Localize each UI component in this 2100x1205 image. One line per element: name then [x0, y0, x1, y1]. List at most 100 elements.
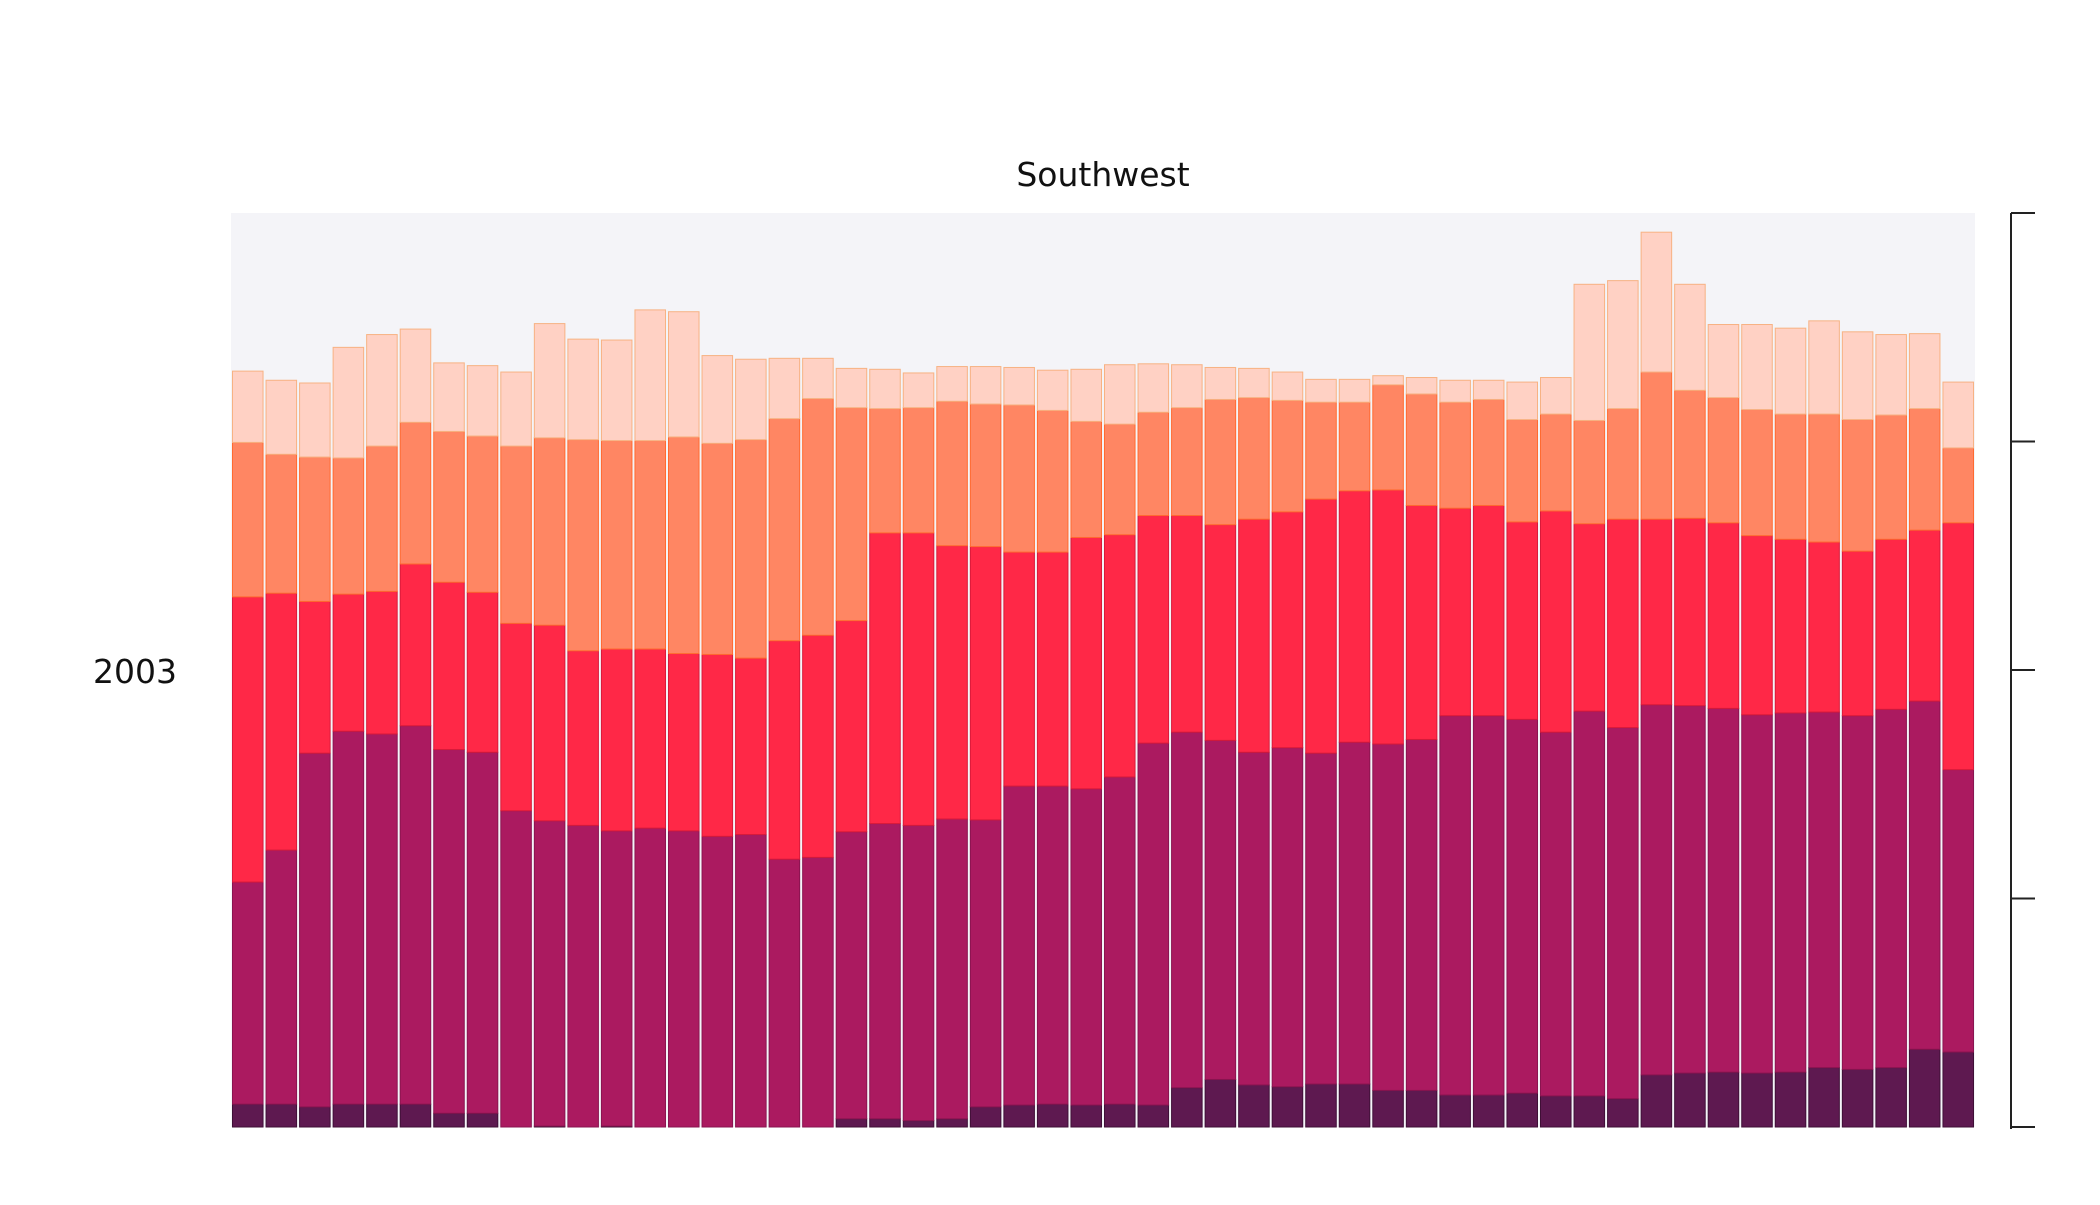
- bar-segment-43-layer-2: [1640, 704, 1673, 1076]
- bar-segment-31-layer-1: [1238, 1084, 1270, 1128]
- bar-segment-25-layer-5: [1036, 369, 1069, 411]
- bar-segment-3-layer-3: [299, 600, 331, 754]
- bar-segment-20-layer-5: [869, 368, 901, 410]
- bar-segment-32-layer-4: [1271, 399, 1304, 513]
- bar-segment-15-layer-2: [701, 835, 734, 1128]
- bar-segment-51-layer-2: [1908, 700, 1941, 1050]
- bar-segment-13-layer-2: [634, 827, 667, 1128]
- bar-segment-14-layer-5: [668, 311, 700, 438]
- bar-segment-27-layer-4: [1104, 423, 1136, 536]
- bar-segment-34-layer-5: [1338, 378, 1371, 403]
- bar-segment-20-layer-1: [869, 1118, 901, 1128]
- bar-segment-31-layer-2: [1238, 751, 1270, 1086]
- row-label: 2003: [93, 652, 177, 691]
- bar-segment-33-layer-2: [1305, 752, 1337, 1085]
- bar-segment-35-layer-4: [1372, 384, 1404, 491]
- bar-segment-43-layer-1: [1640, 1074, 1673, 1128]
- bar-segment-35-layer-5: [1372, 375, 1404, 386]
- bar-segment-38-layer-3: [1472, 504, 1505, 717]
- bar-segment-6-layer-4: [399, 421, 432, 565]
- bar-segment-11-layer-5: [567, 338, 599, 441]
- bar-segment-19-layer-2: [835, 831, 868, 1120]
- bar-segment-41-layer-4: [1573, 419, 1606, 525]
- bar-segment-3-layer-5: [299, 382, 331, 458]
- bar-segment-13-layer-5: [634, 309, 667, 442]
- bar-segment-38-layer-5: [1472, 379, 1505, 400]
- bar-segment-6-layer-3: [399, 563, 432, 727]
- bars-group: [232, 231, 1975, 1128]
- bar-segment-17-layer-4: [768, 418, 801, 642]
- bar-segment-34-layer-2: [1338, 741, 1371, 1085]
- bar-segment-25-layer-2: [1036, 785, 1069, 1105]
- right-y-axis: [2010, 212, 2035, 1129]
- bar-segment-19-layer-3: [835, 620, 868, 833]
- bar-segment-52-layer-2: [1942, 769, 1975, 1053]
- bar-segment-52-layer-3: [1942, 522, 1975, 771]
- bar-segment-29-layer-1: [1171, 1087, 1203, 1128]
- bar-segment-23-layer-3: [969, 546, 1002, 821]
- bar-segment-33-layer-5: [1305, 378, 1337, 403]
- bar-segment-12-layer-4: [600, 440, 633, 650]
- bar-segment-17-layer-5: [768, 357, 801, 420]
- bar-segment-36-layer-3: [1405, 504, 1438, 740]
- bar-segment-46-layer-3: [1741, 535, 1773, 716]
- bar-segment-10-layer-3: [533, 624, 566, 822]
- bar-segment-5-layer-5: [366, 334, 398, 447]
- bar-segment-9-layer-4: [500, 445, 532, 624]
- bar-segment-23-layer-5: [969, 366, 1002, 405]
- bar-segment-21-layer-1: [902, 1120, 935, 1128]
- bar-segment-19-layer-4: [835, 407, 868, 622]
- bar-segment-28-layer-3: [1137, 515, 1170, 744]
- bar-segment-26-layer-4: [1070, 420, 1103, 538]
- bar-segment-20-layer-3: [869, 532, 901, 825]
- bar-segment-51-layer-4: [1908, 408, 1941, 531]
- bar-segment-45-layer-5: [1707, 324, 1740, 399]
- bar-segment-29-layer-4: [1171, 407, 1203, 517]
- bar-segment-50-layer-3: [1875, 538, 1907, 710]
- bar-segment-34-layer-1: [1338, 1083, 1371, 1128]
- bar-segment-45-layer-1: [1707, 1071, 1740, 1128]
- bar-segment-19-layer-5: [835, 367, 868, 409]
- bar-segment-11-layer-2: [567, 824, 599, 1128]
- bar-segment-47-layer-2: [1774, 712, 1807, 1073]
- bar-segment-40-layer-3: [1540, 510, 1572, 733]
- bar-segment-23-layer-4: [969, 403, 1002, 548]
- bar-segment-4-layer-1: [332, 1103, 365, 1128]
- bar-segment-24-layer-1: [1003, 1104, 1035, 1128]
- bar-segment-48-layer-2: [1808, 711, 1840, 1069]
- bar-segment-2-layer-4: [265, 453, 298, 594]
- bar-segment-14-layer-4: [668, 436, 700, 655]
- bar-segment-40-layer-1: [1540, 1095, 1572, 1128]
- bar-segment-34-layer-3: [1338, 490, 1371, 743]
- bar-segment-29-layer-2: [1171, 731, 1203, 1089]
- bar-segment-42-layer-4: [1607, 408, 1639, 520]
- bar-segment-42-layer-1: [1607, 1098, 1639, 1128]
- bar-segment-32-layer-3: [1271, 511, 1304, 749]
- bar-segment-37-layer-3: [1439, 507, 1471, 717]
- bar-segment-27-layer-1: [1104, 1103, 1136, 1128]
- bar-segment-48-layer-3: [1808, 541, 1840, 713]
- bar-segment-15-layer-4: [701, 442, 734, 655]
- bar-segment-49-layer-3: [1841, 550, 1874, 717]
- bar-segment-8-layer-5: [466, 365, 499, 437]
- bar-segment-26-layer-3: [1070, 536, 1103, 790]
- bar-segment-43-layer-3: [1640, 518, 1673, 706]
- bar-segment-39-layer-5: [1506, 381, 1539, 421]
- bar-segment-14-layer-2: [668, 830, 700, 1128]
- bar-segment-20-layer-4: [869, 408, 901, 534]
- bar-segment-5-layer-1: [366, 1103, 398, 1128]
- bar-segment-51-layer-5: [1908, 333, 1941, 410]
- bar-segment-42-layer-5: [1607, 280, 1639, 410]
- bar-segment-50-layer-2: [1875, 708, 1907, 1069]
- bar-segment-30-layer-2: [1204, 739, 1237, 1080]
- bar-segment-33-layer-1: [1305, 1083, 1337, 1128]
- bar-segment-13-layer-3: [634, 648, 667, 829]
- bar-segment-30-layer-4: [1204, 398, 1237, 526]
- bar-segment-29-layer-3: [1171, 515, 1203, 733]
- bar-segment-46-layer-5: [1741, 324, 1773, 411]
- bar-segment-7-layer-1: [433, 1112, 465, 1128]
- bar-segment-43-layer-5: [1640, 231, 1673, 373]
- bar-segment-39-layer-2: [1506, 718, 1539, 1094]
- bar-segment-21-layer-3: [902, 532, 935, 826]
- bar-segment-37-layer-1: [1439, 1094, 1471, 1128]
